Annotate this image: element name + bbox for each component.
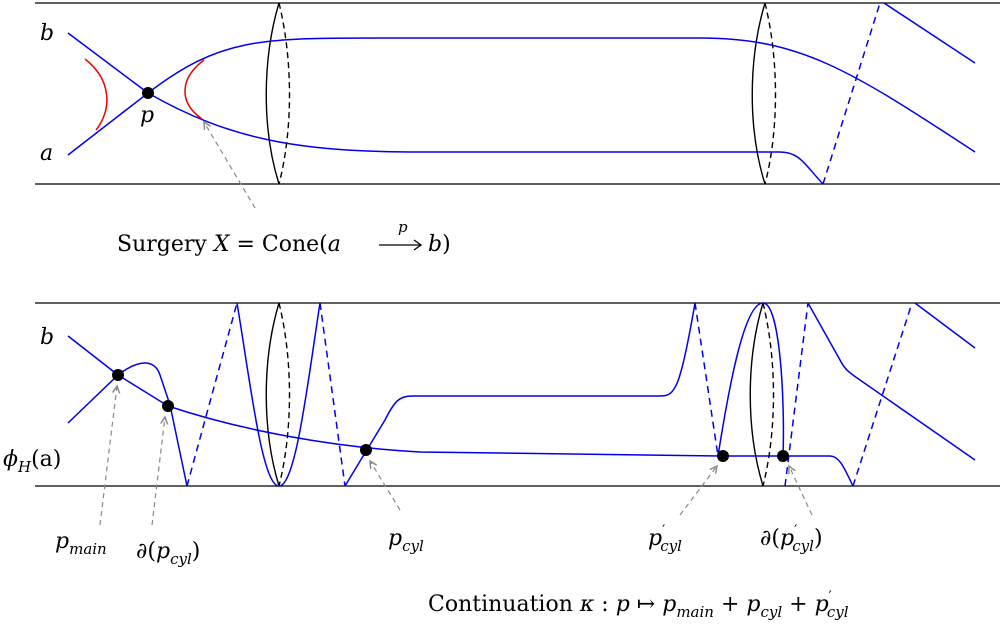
bottom-label-phi-a: ϕH(a) [3, 447, 61, 476]
bottom-cylinder-left-dashed [278, 302, 291, 487]
bottom-dashed-3 [694, 302, 719, 457]
label-d-p-cyl-prime: ∂(p′ cyl) [760, 523, 823, 555]
top-panel: b a p Surgery X = Cone(a p b) [35, 2, 1000, 257]
top-cylinder-left-dashed [278, 2, 291, 185]
top-label-a: a [40, 141, 53, 166]
top-curve-b [67, 32, 976, 153]
point-d-p-cyl-prime [777, 450, 789, 462]
top-caption-arrow-head [413, 239, 423, 251]
bottom-cylinder-right-solid [749, 302, 764, 487]
top-surgery-arc-left [84, 58, 108, 131]
bottom-loop-1 [236, 302, 321, 487]
top-cylinder-right-dashed [764, 2, 777, 185]
bottom-caption: Continuation κ : p ↦ pmain + pcyl + p′ cy… [428, 589, 849, 621]
bottom-label-b: b [40, 325, 54, 350]
top-curve-a [67, 92, 824, 185]
top-label-b: b [40, 21, 54, 46]
bottom-curve-phi-a [67, 374, 854, 487]
bottom-descend [807, 302, 976, 461]
top-cylinder-right-solid [751, 2, 766, 185]
bottom-panel: b ϕH(a) pmain ∂(pcyl) pcyl p′ cyl ∂(p′ cyl… [3, 302, 1000, 621]
top-cylinder-left-solid [265, 2, 280, 185]
top-caption-arrow-label: p [398, 218, 408, 236]
bottom-dashed-1 [186, 302, 238, 487]
point-d-p-cyl [162, 400, 174, 412]
top-caption: Surgery X = Cone(a [117, 232, 341, 257]
bottom-cylinder-left-solid [265, 302, 280, 487]
top-caption-end: b) [428, 232, 451, 257]
pointer-d-p-cyl [151, 417, 165, 526]
bottom-cylinder-right-dashed [762, 302, 775, 487]
top-point-p [142, 87, 154, 99]
label-p-cyl: pcyl [388, 526, 424, 555]
top-curve-dashed [822, 2, 881, 185]
bottom-rise [344, 302, 696, 487]
bottom-loop-2 [717, 302, 785, 457]
top-surgery-arc-right [184, 59, 205, 120]
pointer-p-main [99, 386, 117, 526]
bottom-exit [914, 302, 976, 349]
top-label-p: p [140, 103, 154, 128]
bottom-dashed-2 [319, 302, 346, 487]
bottom-dashed-5 [852, 302, 913, 487]
bottom-dashed-4 [784, 302, 809, 487]
label-d-p-cyl: ∂(pcyl) [136, 539, 200, 568]
top-pointer-arrow [204, 122, 256, 209]
pointer-p-cyl-prime [679, 466, 717, 516]
point-p-cyl [360, 444, 372, 456]
label-p-cyl-prime: p′ cyl [648, 523, 682, 555]
label-p-main: pmain [55, 529, 107, 558]
point-p-cyl-prime [717, 450, 729, 462]
pointer-p-cyl [370, 461, 401, 511]
point-p-main [112, 369, 124, 381]
top-curve-exit [883, 2, 976, 64]
pointer-d-p-cyl-prime [789, 466, 813, 516]
